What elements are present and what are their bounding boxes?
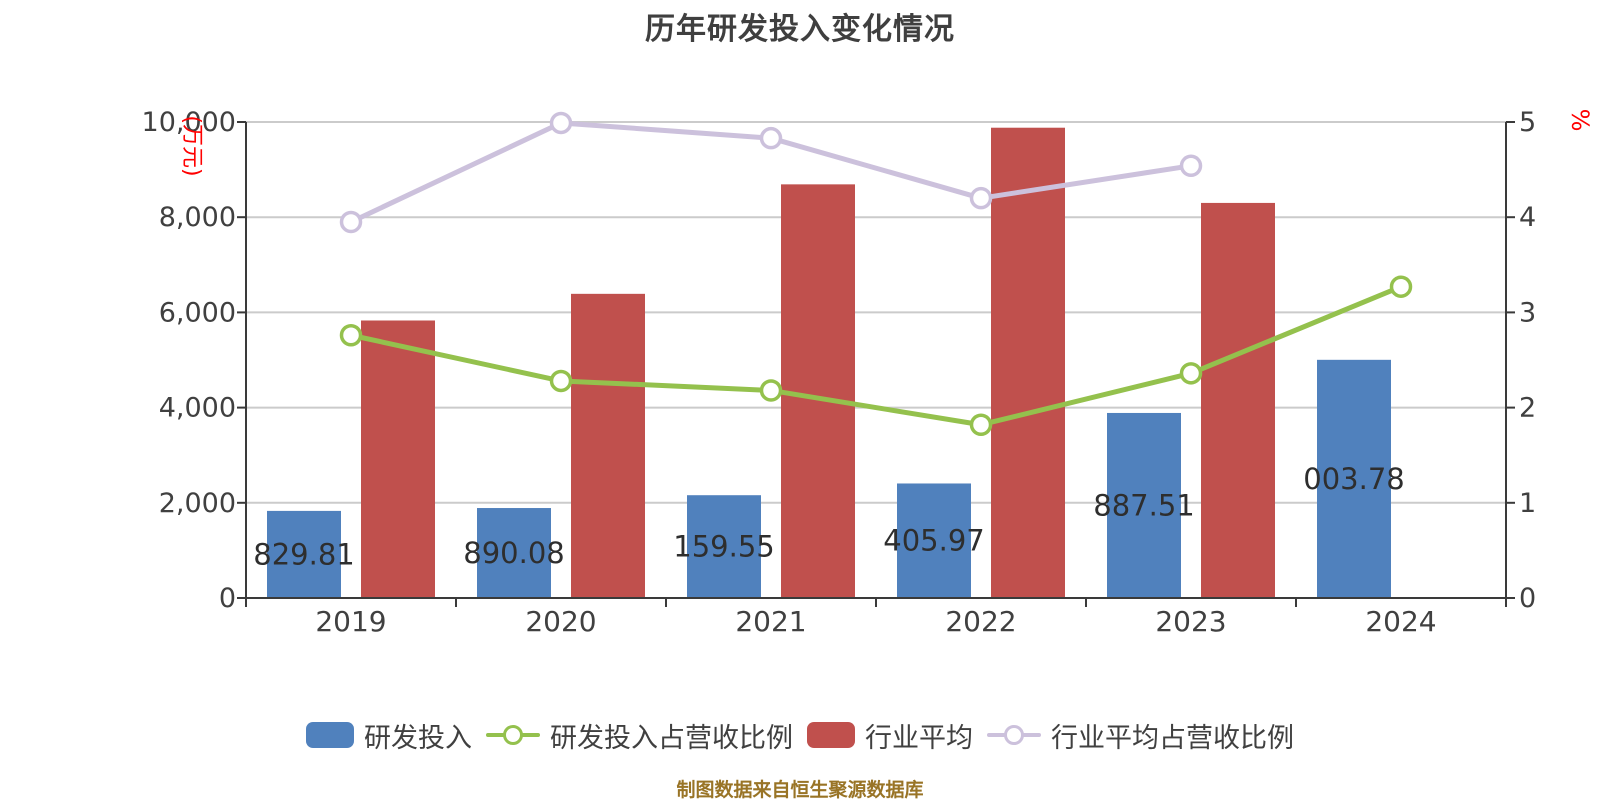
- right-axis-tick-label: 1: [1519, 488, 1536, 519]
- marker-研发投入占营收比例: [1179, 362, 1203, 385]
- legend-item-industry-ratio: 行业平均占营收比例: [987, 716, 1294, 755]
- bar-行业平均-2022: [991, 127, 1065, 598]
- marker-研发投入占营收比例: [339, 323, 363, 347]
- marker-研发投入占营收比例: [759, 379, 783, 402]
- bar-行业平均-2021: [781, 184, 855, 598]
- marker-行业平均占营收比例: [1179, 154, 1203, 178]
- legend-item-rd-ratio: 研发投入占营收比例: [486, 716, 793, 755]
- left-axis-unit-label: (万元): [179, 115, 204, 176]
- bar-研发投入-2022: [897, 483, 971, 598]
- bar-行业平均-2023: [1201, 202, 1275, 599]
- left-axis-tick-label: 0: [219, 583, 236, 614]
- bar-value-label: 829.81: [253, 537, 354, 571]
- bar-研发投入-2019: [267, 510, 341, 598]
- marker-行业平均占营收比例: [759, 126, 783, 150]
- marker-行业平均占营收比例: [549, 111, 573, 135]
- x-axis-category-label: 2020: [525, 605, 596, 638]
- legend-line-marker-green-icon: [486, 722, 540, 748]
- bar-研发投入-2021: [687, 495, 761, 598]
- bar-value-label: 003.78: [1303, 462, 1404, 496]
- marker-行业平均占营收比例: [339, 210, 363, 234]
- bar-研发投入-2024: [1317, 359, 1391, 598]
- bar-行业平均-2019: [361, 320, 435, 598]
- right-axis-tick-label: 3: [1519, 297, 1536, 328]
- legend-bar-swatch-red-icon: [807, 722, 855, 748]
- legend-bar-swatch-blue-icon: [306, 722, 354, 748]
- legend: 研发投入 研发投入占营收比例 行业平均 行业平均占营收比例: [0, 708, 1600, 762]
- right-axis-tick-label: 5: [1519, 107, 1536, 138]
- marker-行业平均占营收比例: [969, 186, 993, 210]
- legend-item-industry-average: 行业平均: [807, 716, 973, 755]
- marker-研发投入占营收比例: [1389, 275, 1413, 298]
- bar-value-label: 159.55: [673, 530, 774, 564]
- marker-研发投入占营收比例: [969, 413, 993, 436]
- legend-label-rd-investment: 研发投入: [364, 722, 472, 754]
- legend-line-circle: [1004, 725, 1024, 745]
- left-axis-tick-label: 8,000: [159, 202, 236, 233]
- legend-line-marker-purple-icon: [987, 722, 1041, 748]
- x-axis-category-label: 2019: [315, 605, 386, 638]
- right-axis-tick-label: 0: [1519, 583, 1536, 614]
- legend-label-industry-average: 行业平均: [865, 722, 973, 754]
- bar-value-label: 887.51: [1093, 488, 1194, 522]
- chart-title: 历年研发投入变化情况: [645, 12, 955, 47]
- marker-研发投入占营收比例: [549, 369, 573, 393]
- right-axis-tick-label: 2: [1519, 393, 1536, 424]
- legend-line-circle: [503, 725, 523, 745]
- line-研发投入占营收比例: [348, 284, 1404, 428]
- x-axis-category-label: 2024: [1365, 605, 1436, 638]
- bar-value-label: 890.08: [463, 536, 564, 570]
- bar-value-label: 405.97: [883, 524, 984, 558]
- right-axis-tick-label: 4: [1519, 202, 1536, 233]
- legend-label-industry-ratio: 行业平均占营收比例: [1051, 722, 1294, 754]
- bar-行业平均-2020: [571, 293, 645, 598]
- left-axis-tick-label: 6,000: [159, 297, 236, 328]
- data-source-watermark: 制图数据来自恒生聚源数据库: [676, 779, 924, 800]
- left-axis-tick-label: 10,000: [142, 107, 236, 138]
- x-axis-category-label: 2023: [1155, 605, 1226, 638]
- left-axis-tick-label: 4,000: [159, 393, 236, 424]
- x-axis-category-label: 2022: [945, 605, 1016, 638]
- right-axis-unit-label: %: [1566, 109, 1594, 132]
- x-axis-category-label: 2021: [735, 605, 806, 638]
- legend-item-rd-investment: 研发投入: [306, 716, 472, 755]
- bar-研发投入-2020: [477, 508, 551, 598]
- legend-label-rd-ratio: 研发投入占营收比例: [550, 722, 793, 754]
- bar-研发投入-2023: [1107, 412, 1181, 598]
- left-axis-tick-label: 2,000: [159, 488, 236, 519]
